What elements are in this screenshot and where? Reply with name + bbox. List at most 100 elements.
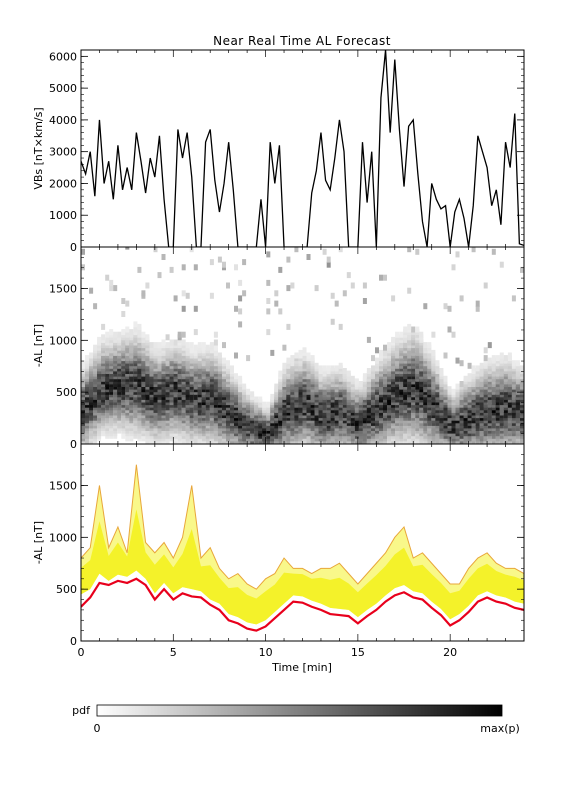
pdf-cell: [205, 344, 210, 351]
pdf-cell: [379, 274, 383, 281]
pdf-cell: [234, 352, 238, 359]
panel-al-pdf: 0 500 1000 1500 -AL [nT]: [32, 246, 525, 451]
pdf-cell: [491, 248, 496, 255]
pdf-cell: [487, 357, 492, 364]
pdf-cell: [89, 287, 94, 294]
pdf-cell: [391, 336, 396, 343]
colorbar-label: pdf: [72, 704, 91, 717]
pdf-cell: [475, 365, 480, 372]
y-tick-label: 1500: [49, 479, 77, 492]
pdf-cell: [193, 329, 198, 336]
pdf-cell: [395, 331, 400, 338]
colorbar-max-label: max(p): [480, 722, 520, 735]
pdf-cell: [278, 308, 283, 315]
pdf-cell: [129, 329, 134, 336]
pdf-cell: [411, 326, 416, 333]
pdf-cell: [302, 347, 307, 354]
pdf-cell: [326, 365, 331, 372]
pdf-cell: [165, 334, 170, 341]
pdf-cell: [403, 326, 408, 333]
pdf-cell: [189, 347, 194, 354]
pdf-cell: [165, 342, 170, 349]
median-forecast-line: [81, 577, 524, 632]
pdf-cell: [153, 342, 158, 349]
pdf-cell: [213, 344, 218, 351]
pdf-cell: [258, 396, 263, 403]
pdf-cell: [89, 352, 94, 359]
pdf-cell: [423, 342, 428, 349]
pdf-cell: [145, 282, 150, 289]
pdf-cell: [238, 375, 243, 382]
pdf-cell: [326, 261, 331, 268]
pdf-cell: [455, 383, 460, 390]
pdf-cell: [181, 305, 186, 312]
vbs-series-line: [81, 50, 524, 247]
pdf-cell: [286, 357, 291, 364]
pdf-cell: [246, 355, 251, 362]
pdf-cell: [375, 357, 379, 364]
pdf-cell: [238, 279, 243, 286]
pdf-cell: [310, 355, 315, 362]
pdf-cell: [354, 378, 359, 385]
pdf-cell: [322, 365, 327, 372]
pdf-cell: [141, 331, 146, 338]
pdf-cell: [471, 365, 476, 372]
x-tick-label: 20: [443, 646, 457, 659]
pdf-cell: [459, 381, 464, 387]
pdf-cell: [189, 342, 194, 349]
pdf-cell: [511, 295, 516, 302]
pdf-cell: [383, 274, 387, 281]
pdf-cell: [197, 342, 202, 349]
pdf-cell: [503, 355, 508, 362]
pdf-cell: [419, 331, 424, 338]
pdf-cell: [443, 303, 448, 310]
pdf-cell: [213, 331, 218, 338]
x-tick-label: 10: [259, 646, 273, 659]
pdf-cell: [234, 264, 238, 271]
pdf-cell: [133, 326, 138, 333]
pdf-cell: [290, 355, 295, 362]
pdf-cell: [177, 331, 182, 338]
pdf-cell: [278, 266, 283, 273]
y-tick-label: 1000: [49, 531, 77, 544]
panel-vbs: 0 1000 2000 3000 4000 5000 6000 VBs [nT×km/s]: [32, 49, 525, 254]
pdf-cell: [125, 435, 130, 442]
pdf-cell: [455, 357, 460, 364]
pdf-cell: [330, 365, 335, 372]
pdf-cell: [137, 266, 142, 273]
pdf-cell: [451, 264, 456, 271]
pdf-cell: [181, 264, 186, 271]
pdf-cell: [226, 282, 230, 289]
pdf-cell: [266, 279, 271, 286]
pdf-cell: [318, 365, 323, 372]
pdf-cell: [209, 342, 214, 349]
pdf-cell: [193, 305, 198, 312]
pdf-cell: [366, 368, 371, 374]
pdf-cell: [467, 373, 472, 380]
pdf-cell: [487, 342, 492, 349]
pdf-cell: [443, 352, 448, 359]
pdf-cell: [193, 264, 198, 271]
pdf-cell: [455, 251, 460, 258]
x-tick-label: 0: [78, 646, 85, 659]
colorbar: pdf 0 max(p): [72, 704, 520, 735]
pdf-cell: [330, 292, 335, 299]
pdf-cell: [515, 360, 520, 367]
pdf-cell: [286, 256, 291, 263]
pdf-cell: [81, 264, 85, 271]
pdf-cell: [234, 305, 238, 312]
pdf-cell: [145, 334, 150, 341]
pdf-cell: [169, 266, 174, 273]
pdf-cell: [282, 344, 287, 351]
pdf-cell: [105, 274, 110, 281]
x-axis-title: Time [min]: [271, 661, 332, 674]
pdf-cell: [274, 383, 279, 390]
pdf-cell: [491, 355, 496, 362]
pdf-cell: [105, 331, 110, 338]
pdf-cell: [415, 248, 420, 255]
pdf-cell: [346, 272, 351, 279]
pdf-cell: [467, 362, 472, 369]
y-tick-label: 2000: [49, 177, 77, 190]
pdf-cell: [427, 342, 432, 349]
